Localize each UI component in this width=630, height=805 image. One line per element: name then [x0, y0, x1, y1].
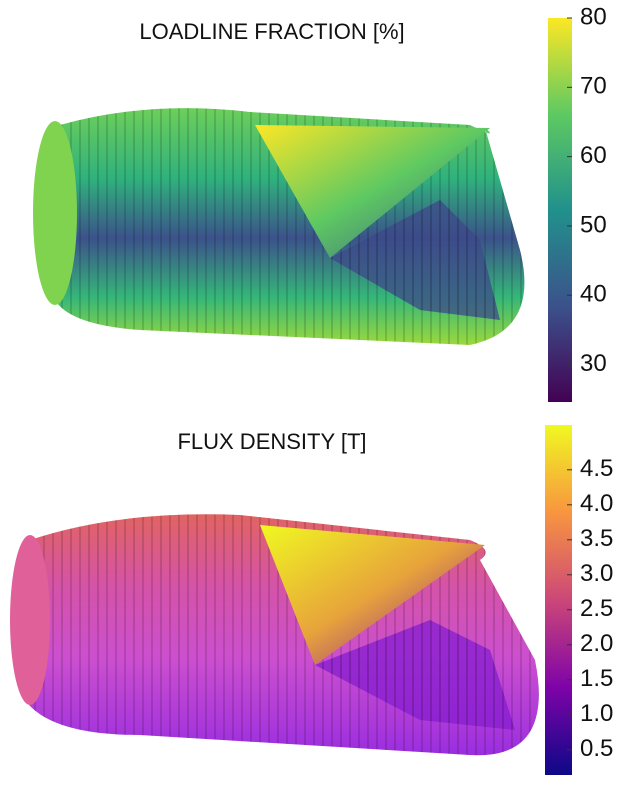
colorbar — [548, 18, 572, 402]
colorbar-tick-label: 30 — [580, 350, 607, 377]
colorbar-tick-label: 4.0 — [580, 490, 613, 517]
panel-title: FLUX DENSITY [T] — [177, 429, 366, 454]
colorbar-tick-label: 2.0 — [580, 630, 613, 657]
colorbar-tick-label: 50 — [580, 211, 607, 238]
colorbar-tick-label: 60 — [580, 142, 607, 169]
colorbar — [545, 425, 572, 775]
colorbar-tick-label: 2.5 — [580, 595, 613, 622]
panel-title: LOADLINE FRACTION [%] — [139, 19, 404, 44]
colorbar-tick-label: 1.0 — [580, 700, 613, 727]
colorbar-tick-label: 4.5 — [580, 455, 613, 482]
coil-render-bottom — [10, 514, 539, 755]
colorbar-tick-label: 70 — [580, 73, 607, 100]
colorbar-tick-label: 1.5 — [580, 665, 613, 692]
colorbar-tick-label: 40 — [580, 281, 607, 308]
colorbar-tick-label: 0.5 — [580, 735, 613, 762]
colorbar-tick-label: 3.5 — [580, 525, 613, 552]
colorbar-tick-label: 3.0 — [580, 560, 613, 587]
page: {"panels": [ {"title": "LOADLINE FRACTIO… — [0, 0, 630, 805]
figure: LOADLINE FRACTION [%] FLUX DENSITY [T] 3… — [0, 0, 630, 805]
colorbar-tick-label: 80 — [580, 3, 607, 30]
coil-render-top — [33, 108, 524, 345]
